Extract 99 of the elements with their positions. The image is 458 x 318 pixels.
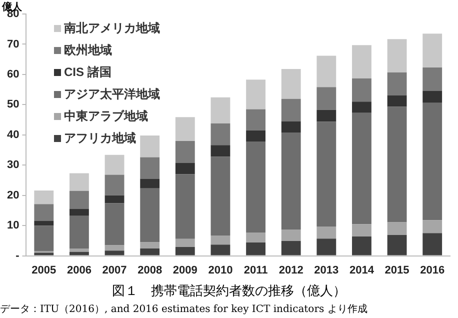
bar [175, 163, 195, 174]
legend-label: 中東アラブ地域 [64, 108, 148, 125]
bar [387, 39, 407, 72]
bar [352, 224, 372, 236]
bar [34, 226, 54, 251]
x-tick-label: 2007 [102, 264, 127, 276]
bar [246, 109, 266, 130]
x-tick-label: 2005 [32, 264, 56, 276]
bar [69, 216, 89, 249]
bar [281, 69, 301, 99]
bar [34, 252, 54, 256]
bar [387, 72, 407, 96]
legend-label: アフリカ地域 [64, 130, 136, 147]
bar [140, 178, 160, 188]
y-tick-label: 20 [6, 189, 20, 202]
bar [246, 142, 266, 233]
bar [34, 220, 54, 226]
bar [69, 208, 89, 216]
bar [69, 248, 89, 252]
bar [387, 95, 407, 107]
bar [422, 68, 442, 91]
legend-label: 南北アメリカ地域 [64, 20, 160, 37]
bar [246, 80, 266, 110]
bar [104, 245, 124, 251]
bar [281, 230, 301, 241]
bar [210, 156, 230, 236]
bar [175, 140, 195, 164]
bar [281, 98, 301, 122]
text: データ：ITU（2016）, and 2016 estimates for key ICT indicators より作成 [0, 302, 368, 316]
bar [34, 204, 54, 221]
bar [34, 190, 54, 204]
x-tick-label: 2006 [66, 264, 92, 276]
bar [210, 97, 230, 124]
y-tick-label: 50 [6, 98, 20, 111]
x-tick-label: 2008 [138, 264, 162, 276]
bar [175, 174, 195, 239]
bar [387, 106, 407, 222]
bar [422, 102, 442, 220]
y-tick-label: 30 [6, 159, 20, 172]
bar [104, 174, 124, 196]
legend-label: 欧州地域 [64, 42, 112, 59]
bar [352, 45, 372, 78]
bar [104, 203, 124, 246]
legend-label: CIS 諸国 [64, 64, 112, 81]
bar [69, 252, 89, 256]
bar [352, 78, 372, 102]
bar [316, 122, 336, 226]
bar [140, 242, 160, 249]
bar [104, 154, 124, 175]
bar [104, 195, 124, 204]
bar [210, 123, 230, 146]
bar [175, 238, 195, 248]
text: 図１ 携帯電話契約者数の推移（億人） [111, 283, 347, 300]
x-tick-label: 2015 [384, 264, 410, 276]
bar [140, 188, 160, 242]
bar [140, 136, 160, 158]
x-tick-label: 2010 [208, 264, 233, 276]
bar [316, 56, 336, 88]
x-tick-label: 2014 [349, 264, 375, 276]
y-tick-label: 60 [6, 68, 20, 80]
bar [175, 247, 195, 256]
x-tick-label: 2012 [278, 264, 304, 276]
bar [210, 145, 230, 157]
bar [422, 233, 442, 256]
legend-label: アジア太平洋地域 [64, 86, 160, 103]
bar [246, 242, 266, 256]
bar [316, 110, 336, 122]
bar [316, 226, 336, 239]
bar [69, 173, 89, 191]
bar [140, 157, 160, 179]
y-tick-label: 40 [6, 128, 20, 141]
y-tick-label: 70 [6, 38, 20, 50]
bar [140, 248, 160, 256]
bar [352, 236, 372, 256]
bar [104, 250, 124, 256]
bar [210, 244, 230, 256]
bar [352, 112, 372, 224]
bar [422, 220, 442, 234]
bar [387, 234, 407, 256]
bar [246, 130, 266, 142]
y-tick-label: - [16, 250, 20, 262]
bar [281, 121, 301, 132]
x-tick-label: 2011 [244, 264, 268, 276]
bar [281, 132, 301, 230]
bar [422, 90, 442, 103]
bar [69, 190, 89, 209]
bar [175, 117, 195, 141]
bar [352, 102, 372, 113]
y-tick-label: 10 [6, 220, 20, 232]
bar [210, 236, 230, 245]
bar [422, 34, 442, 68]
bar [387, 222, 407, 235]
x-tick-label: 2013 [314, 264, 339, 276]
x-tick-label: 2009 [172, 264, 198, 276]
bar [316, 238, 336, 256]
bar [316, 87, 336, 110]
bar [246, 232, 266, 242]
x-tick-label: 2016 [420, 264, 445, 276]
bar [281, 240, 301, 256]
